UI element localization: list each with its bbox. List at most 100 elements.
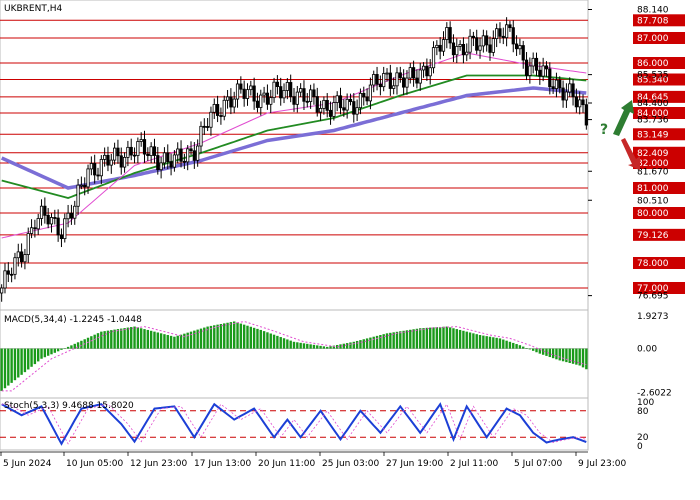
candle-body	[176, 148, 180, 156]
level-tag	[633, 207, 685, 219]
candle-body	[398, 72, 402, 79]
macd-bar	[445, 326, 449, 349]
macd-bar	[120, 328, 123, 349]
candle-body	[212, 104, 216, 113]
macd-bar	[502, 339, 505, 349]
macd-bar	[296, 342, 299, 349]
chart-title: UKBRENT,H4	[4, 4, 62, 14]
macd-bar	[352, 341, 355, 349]
candle-body	[299, 88, 303, 93]
macd-bar	[50, 348, 53, 355]
candle-body	[338, 95, 343, 109]
macd-bar	[581, 348, 585, 368]
candle-body	[495, 28, 499, 40]
macd-bar	[233, 321, 236, 349]
macd-bar	[209, 325, 213, 349]
macd-bar	[455, 329, 458, 349]
macd-bar	[369, 337, 372, 349]
macd-bar	[149, 330, 153, 349]
candle-body	[408, 67, 412, 79]
candle-body	[10, 273, 14, 276]
macd-bar	[309, 344, 312, 349]
macd-bar	[578, 348, 581, 366]
macd-bar	[518, 345, 522, 349]
candle-body	[265, 92, 270, 105]
macd-bar	[478, 335, 482, 349]
macd-bar	[269, 333, 272, 349]
macd-bar	[252, 327, 256, 349]
macd-bar	[183, 333, 186, 349]
candle-body	[295, 91, 299, 105]
macd-bar	[279, 337, 282, 349]
candle-body	[106, 154, 110, 166]
macd-bar	[23, 348, 27, 373]
level-label: 82.000	[637, 159, 669, 169]
macd-bar	[468, 332, 472, 349]
macd-bar	[163, 334, 166, 349]
candle-body	[538, 69, 542, 77]
level-label: 86.000	[637, 59, 669, 69]
candle-body	[475, 37, 479, 51]
macd-bar	[86, 337, 90, 349]
x-tick-label: 2 Jul 11:00	[450, 459, 499, 469]
candle-body	[315, 96, 319, 113]
candle-body	[541, 65, 545, 77]
level-tag	[633, 157, 685, 169]
candle-body	[26, 233, 30, 255]
macd-bar	[110, 330, 113, 349]
macd-bar	[495, 337, 498, 349]
candle-body	[249, 85, 253, 91]
candle-body	[192, 150, 196, 161]
candle-body	[305, 100, 309, 103]
macd-bar	[402, 330, 405, 349]
candle-body	[534, 57, 539, 71]
x-tick-label: 12 Jun 23:00	[130, 459, 187, 469]
candle-body	[421, 65, 426, 71]
level-tag	[633, 228, 685, 241]
candle-body	[581, 99, 585, 106]
macd-bar	[561, 348, 565, 362]
candle-body	[16, 251, 20, 259]
candle-body	[179, 148, 183, 162]
macd-bar	[359, 340, 362, 349]
macd-tick-label: 0.00	[637, 345, 657, 355]
candle-body	[49, 217, 54, 225]
macd-bar	[56, 348, 60, 352]
candle-body	[488, 44, 492, 53]
level-tag	[633, 182, 685, 194]
candle-body	[206, 126, 210, 128]
candle-body	[521, 45, 525, 61]
macd-bar	[558, 348, 561, 361]
level-label: 84.000	[637, 109, 669, 119]
macd-bar	[505, 340, 508, 349]
candle-body	[202, 125, 206, 128]
macd-bar	[528, 348, 532, 350]
candle-body	[53, 217, 57, 219]
candle-body	[435, 44, 439, 49]
down-arrow-icon	[621, 138, 640, 170]
macd-bar	[508, 341, 512, 349]
stoch-title: Stoch(5,3,3) 9.4688 15.8020	[4, 401, 134, 411]
macd-bar	[438, 326, 442, 349]
macd-bar	[571, 348, 575, 364]
macd-bar	[136, 327, 140, 349]
macd-bar	[482, 335, 485, 349]
macd-bar	[392, 332, 395, 349]
candle-body	[46, 214, 50, 225]
macd-bar	[199, 328, 203, 349]
level-label: 78.000	[637, 259, 669, 269]
candle-body	[309, 89, 313, 102]
signal-arrows: ?	[600, 100, 640, 170]
candle-body	[235, 83, 240, 100]
candle-body	[159, 162, 163, 171]
macd-bar	[272, 334, 276, 349]
macd-bar	[66, 346, 70, 349]
candle-body	[33, 227, 37, 230]
candle-body	[455, 45, 459, 56]
macd-bar	[302, 343, 306, 349]
stoch-k-line	[1, 402, 587, 446]
macd-bar	[173, 336, 176, 349]
candle-body	[362, 92, 366, 98]
macd-bar	[106, 330, 110, 349]
